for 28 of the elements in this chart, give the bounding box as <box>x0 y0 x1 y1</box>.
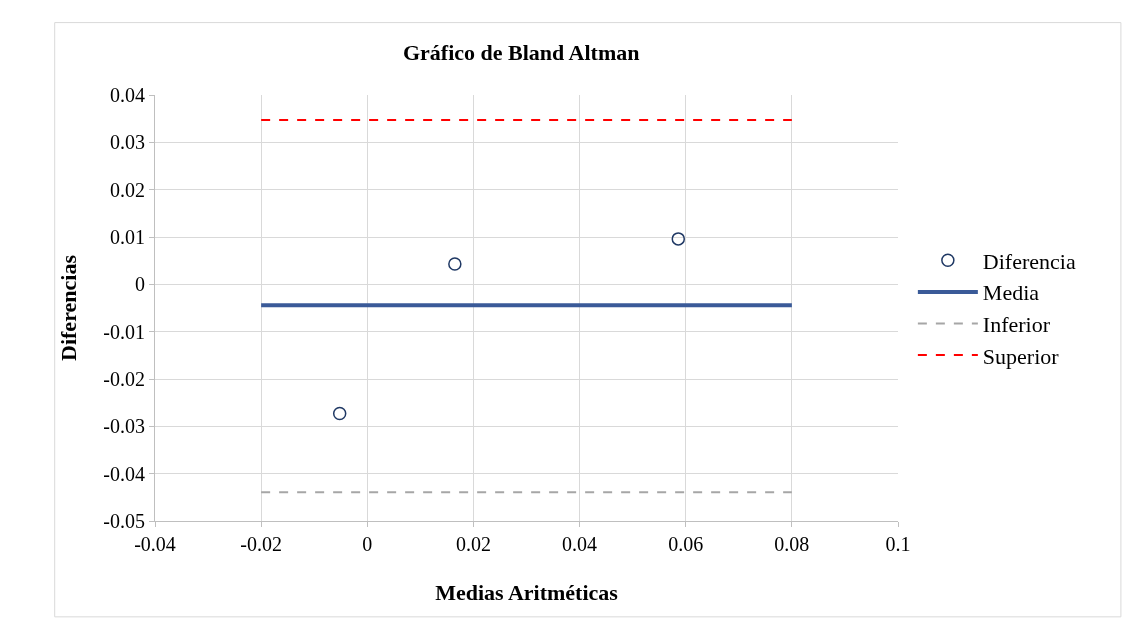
x-tick-label: 0.02 <box>455 533 491 555</box>
x-tick-label: -0.04 <box>134 533 176 555</box>
x-tick-label: 0.06 <box>668 533 704 555</box>
x-tick-label: 0.1 <box>885 533 911 555</box>
point <box>332 406 347 421</box>
chart-title: Gráfico de Bland Altman <box>402 40 640 66</box>
y-tick-label: 0.01 <box>110 226 145 248</box>
legend-label: Inferior <box>982 312 1051 338</box>
x-tick-label: -0.02 <box>240 533 282 555</box>
point <box>448 257 462 271</box>
y-tick-label: -0.01 <box>103 320 145 343</box>
y-tick-label: -0.04 <box>103 462 145 485</box>
y-tick-label: 0.03 <box>110 131 145 154</box>
y-tick-label: 0.02 <box>110 178 145 201</box>
x-axis-title: Medias Aritméticas <box>435 579 619 605</box>
y-tick-label: -0.05 <box>103 510 145 532</box>
legend-label: Superior <box>982 343 1060 369</box>
legend-label: Diferencia <box>982 248 1076 274</box>
y-tick-label: 0.04 <box>110 84 145 106</box>
x-tick-label: 0 <box>362 533 373 555</box>
y-axis-title: Diferencias <box>56 254 82 361</box>
y-tick-label: -0.03 <box>103 415 145 438</box>
y-tick-label: 0 <box>135 273 145 296</box>
x-tick-label: 0.08 <box>774 533 810 555</box>
y-tick-label: -0.02 <box>103 368 145 390</box>
legend-label: Media <box>982 280 1040 306</box>
x-tick-label: 0.04 <box>562 533 598 555</box>
point <box>671 232 686 246</box>
